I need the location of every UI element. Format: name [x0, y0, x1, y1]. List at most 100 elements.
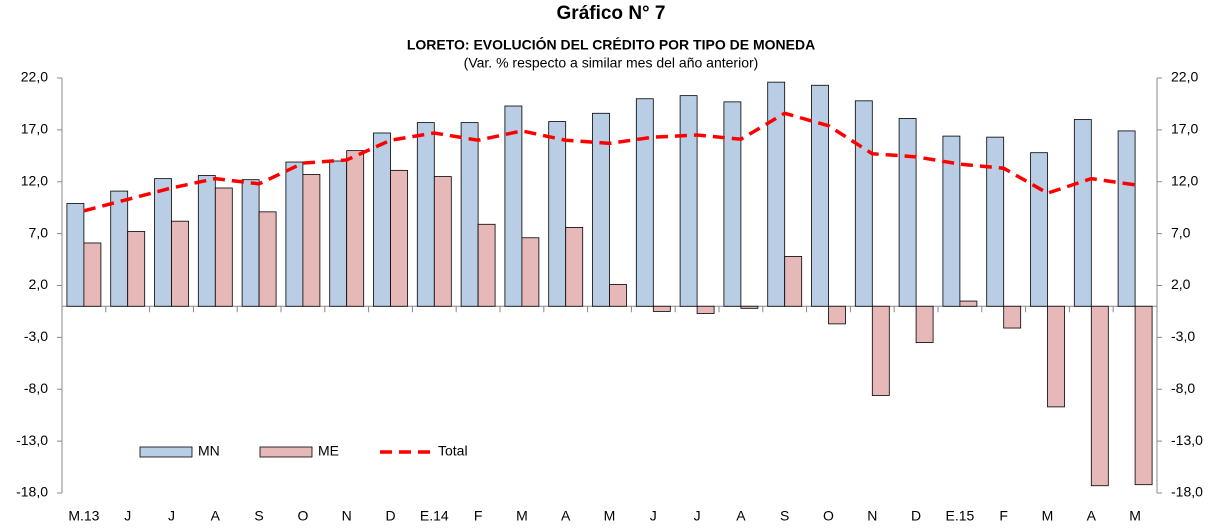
y2-tick-label: 17,0 — [1171, 121, 1198, 137]
bar — [416, 122, 435, 307]
bar — [171, 220, 189, 307]
bar — [1030, 152, 1048, 307]
x-tick-label: N — [342, 508, 352, 524]
legend-label: MN — [198, 443, 220, 459]
y2-tick-label: -18,0 — [1171, 484, 1203, 500]
bar — [652, 305, 671, 312]
bar — [154, 178, 172, 307]
x-tick-label: S — [780, 508, 789, 524]
y2-tick-label: -3,0 — [1171, 328, 1195, 344]
bar — [83, 242, 102, 307]
y2-tick-label: 12,0 — [1171, 172, 1198, 188]
bar — [258, 211, 277, 307]
y-tick-label: 22,0 — [21, 69, 48, 85]
y-tick-label: 12,0 — [21, 172, 48, 188]
bar — [197, 175, 216, 307]
x-tick-label: A — [561, 508, 571, 524]
bar — [460, 122, 479, 307]
y2-tick-label: 2,0 — [1171, 276, 1191, 292]
y2-tick-label: 22,0 — [1171, 69, 1198, 85]
x-tick-label: M — [1129, 508, 1141, 524]
y-tick-label: 7,0 — [29, 224, 49, 240]
bar — [986, 136, 1005, 307]
x-tick-label: A — [211, 508, 221, 524]
bar — [241, 179, 260, 307]
bar — [767, 81, 786, 307]
x-tick-label: M — [516, 508, 528, 524]
legend-swatch — [259, 446, 313, 458]
bar — [915, 305, 934, 343]
bar — [811, 84, 829, 307]
x-tick-label: D — [911, 508, 921, 524]
bar — [898, 118, 917, 307]
legend-label: ME — [318, 443, 339, 459]
x-tick-label: J — [124, 508, 131, 524]
bar — [504, 105, 523, 307]
bar — [854, 100, 873, 307]
bar — [696, 305, 715, 314]
bar — [679, 95, 698, 307]
bar — [1073, 119, 1092, 307]
x-tick-label: A — [1087, 508, 1097, 524]
bar — [565, 226, 584, 307]
x-tick-label: M — [1042, 508, 1054, 524]
x-tick-label: M — [604, 508, 616, 524]
chart-title: Gráfico N° 7 — [557, 3, 666, 24]
bar — [635, 98, 654, 307]
bar — [1047, 305, 1065, 408]
bar — [214, 187, 233, 307]
bar — [433, 176, 452, 307]
bar — [784, 256, 803, 307]
x-tick-label: A — [736, 508, 746, 524]
bar — [302, 174, 321, 307]
bar — [477, 223, 496, 307]
bar — [959, 300, 978, 307]
bar — [740, 305, 759, 309]
legend-label: Total — [438, 443, 468, 459]
bar — [373, 132, 391, 307]
bar — [390, 169, 408, 307]
bar — [942, 135, 961, 307]
y-tick-label: -18,0 — [16, 484, 48, 500]
y2-tick-label: 7,0 — [1171, 224, 1191, 240]
y-tick-label: -13,0 — [16, 432, 48, 448]
bar — [127, 231, 146, 307]
bar — [66, 203, 85, 307]
legend-swatch — [139, 446, 193, 458]
bar — [1134, 305, 1153, 486]
bar — [285, 161, 304, 307]
bar — [521, 237, 540, 307]
x-tick-label: S — [254, 508, 263, 524]
y2-tick-label: -13,0 — [1171, 432, 1203, 448]
x-tick-label: J — [168, 508, 175, 524]
x-tick-label: J — [650, 508, 657, 524]
bar — [609, 284, 627, 307]
x-tick-label: D — [385, 508, 395, 524]
bar — [1117, 130, 1136, 307]
x-tick-label: O — [297, 508, 308, 524]
x-tick-label: N — [867, 508, 877, 524]
y2-tick-label: -8,0 — [1171, 380, 1195, 396]
y-tick-label: -8,0 — [24, 380, 48, 396]
x-tick-label: M.13 — [68, 508, 99, 524]
bar — [828, 305, 846, 325]
x-tick-label: F — [474, 508, 483, 524]
chart-caption: (Var. % respecto a similar mes del año a… — [464, 55, 759, 71]
x-tick-label: O — [823, 508, 834, 524]
line — [83, 111, 1136, 213]
y-tick-label: -3,0 — [24, 328, 48, 344]
bar — [329, 160, 348, 307]
x-tick-label: E.15 — [945, 508, 974, 524]
bar — [592, 112, 610, 307]
chart-subtitle: LORETO: EVOLUCIÓN DEL CRÉDITO POR TIPO D… — [407, 36, 815, 53]
bar — [346, 150, 365, 307]
x-tick-label: F — [999, 508, 1008, 524]
bar — [548, 121, 567, 307]
bar — [723, 101, 742, 307]
bar — [1003, 305, 1022, 329]
bar — [110, 190, 129, 307]
y-tick-label: 17,0 — [21, 121, 48, 137]
x-tick-label: E.14 — [420, 508, 449, 524]
